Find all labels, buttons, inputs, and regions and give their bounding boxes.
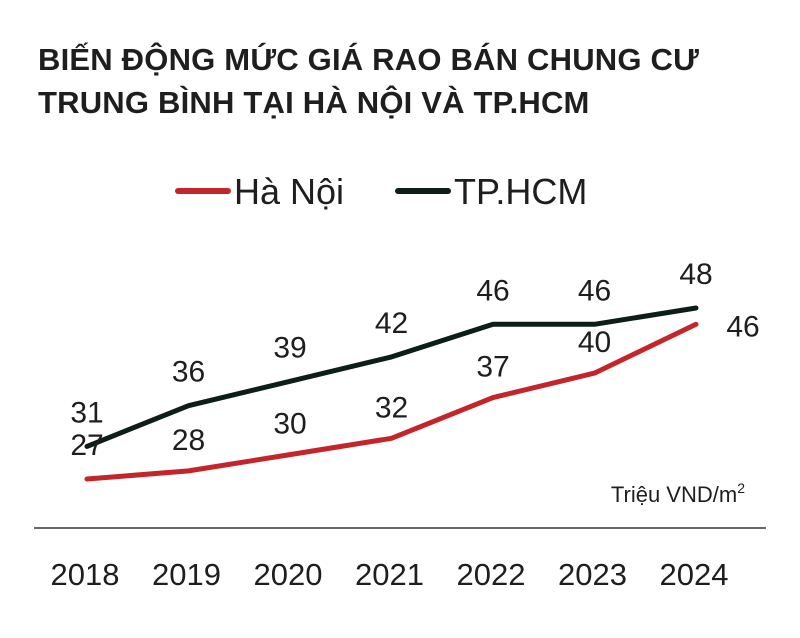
series-layer [84,305,699,482]
data-label-s1-1: 36 [172,356,205,389]
unit-label: Triệu VND/m2 [611,480,745,507]
x-tick-label-2023: 2023 [558,557,627,592]
data-label-s1-2: 39 [273,331,306,364]
legend-label-0: Hà Nội [234,171,344,212]
data-label-s0-5: 40 [578,326,611,359]
chart-title: BIẾN ĐỘNG MỨC GIÁ RAO BÁN CHUNG CƯ TRUNG… [38,42,700,120]
data-label-s0-4: 37 [476,351,509,384]
x-tick-label-2024: 2024 [660,557,729,592]
x-tick-label-2022: 2022 [457,557,526,592]
x-tick-label-2019: 2019 [152,557,221,592]
x-tick-label-2021: 2021 [355,557,424,592]
unit-label-text: Triệu VND/m [611,482,737,507]
data-label-s1-6: 48 [679,258,712,291]
data-label-s0-1: 28 [172,424,205,457]
legend-label-1: TP.HCM [454,171,587,212]
data-label-s0-6: 46 [726,310,759,343]
x-tick-label-2020: 2020 [254,557,323,592]
x-axis-ticks: 2018 2019 2020 2021 2022 2023 2024 [51,557,729,592]
data-label-s1-4: 46 [476,274,509,307]
legend: Hà Nội TP.HCM [175,171,587,212]
data-label-s0-2: 30 [273,408,306,441]
x-tick-label-2018: 2018 [51,557,120,592]
data-label-s1-0: 31 [70,396,103,429]
unit-label-superscript: 2 [737,480,745,496]
data-label-s1-5: 46 [578,274,611,307]
data-label-s1-3: 42 [375,307,408,340]
data-label-s0-0: 27 [70,429,103,462]
data-label-s0-3: 32 [375,391,408,424]
data-labels: 27 28 30 32 37 40 46 31 36 39 42 46 46 48 [70,258,759,462]
